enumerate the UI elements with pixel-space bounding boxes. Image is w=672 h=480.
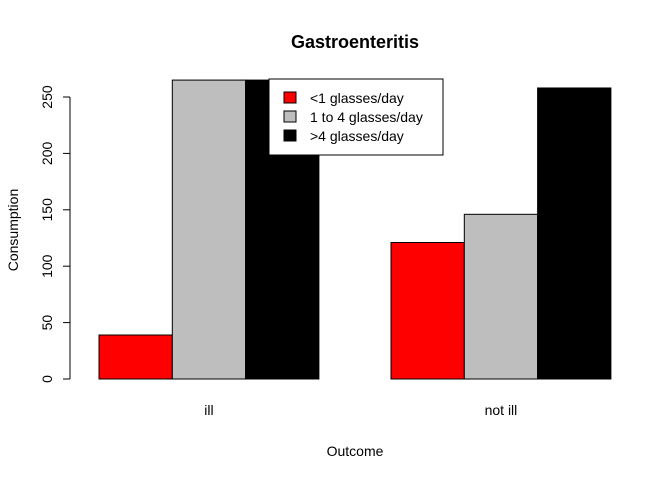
x-tick-label: not ill — [485, 402, 518, 418]
x-tick-labels: ill not ill — [204, 402, 517, 418]
bar — [98, 334, 173, 380]
bar — [463, 213, 539, 380]
bar — [537, 87, 612, 380]
bar — [390, 242, 465, 380]
legend-box — [268, 78, 444, 156]
y-tick-label: 150 — [39, 198, 55, 222]
y-tick-label: 250 — [39, 85, 55, 109]
legend: <1 glasses/day 1 to 4 glasses/day >4 glass… — [268, 78, 444, 156]
y-axis: 0 50 100 150 200 250 — [39, 85, 71, 383]
legend-label: 1 to 4 glasses/day — [310, 109, 423, 125]
y-tick-label: 50 — [39, 315, 55, 331]
legend-swatch — [283, 91, 297, 104]
y-axis-label: Consumption — [5, 189, 21, 272]
y-tick-label: 0 — [39, 375, 55, 383]
bar-group — [98, 79, 612, 380]
y-tick-label: 200 — [39, 142, 55, 166]
chart-title: Gastroenteritis — [291, 32, 419, 52]
legend-swatch — [283, 110, 297, 123]
y-tick-label: 100 — [39, 254, 55, 278]
bar — [171, 79, 247, 380]
legend-label: >4 glasses/day — [310, 128, 404, 144]
legend-label: <1 glasses/day — [310, 90, 404, 106]
x-tick-label: ill — [204, 402, 213, 418]
legend-swatch — [283, 129, 297, 142]
x-axis-label: Outcome — [327, 443, 384, 459]
